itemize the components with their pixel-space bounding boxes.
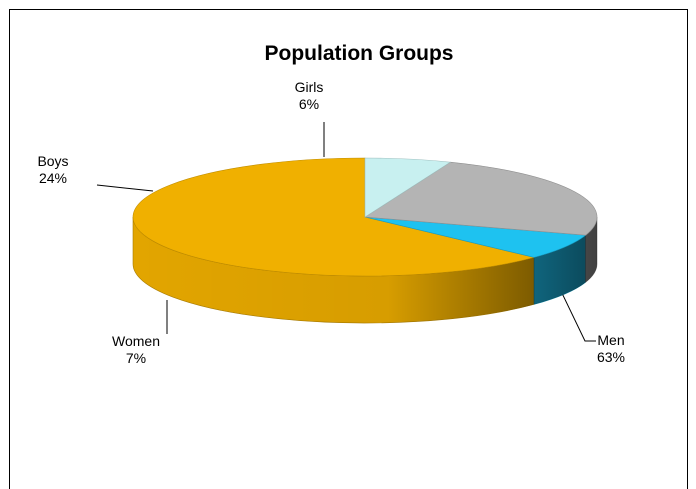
pie-slice-men: [132, 157, 535, 277]
data-label-name-boys: Boys: [37, 153, 68, 169]
data-label-name-men: Men: [597, 332, 624, 348]
pie-side-shading: [133, 217, 597, 323]
data-label-percent-men: 63%: [597, 349, 625, 365]
chart-title: Population Groups: [264, 42, 454, 65]
label-leader-lines: [96, 122, 596, 342]
leader-line-men: [562, 294, 596, 342]
data-label-name-women: Women: [112, 333, 160, 349]
data-label-name-girls: Girls: [295, 79, 324, 95]
pie-slice-boys: [364, 161, 598, 236]
data-label-percent-women: 7%: [126, 350, 146, 366]
data-label-percent-boys: 24%: [39, 170, 67, 186]
pie-top-faces: [132, 157, 598, 277]
pie-slice-girls: [364, 157, 452, 218]
pie-slice-women: [364, 216, 587, 258]
leader-line-boys: [96, 184, 154, 192]
pie-side-gradient: [133, 217, 597, 323]
data-label-percent-girls: 6%: [299, 96, 319, 112]
